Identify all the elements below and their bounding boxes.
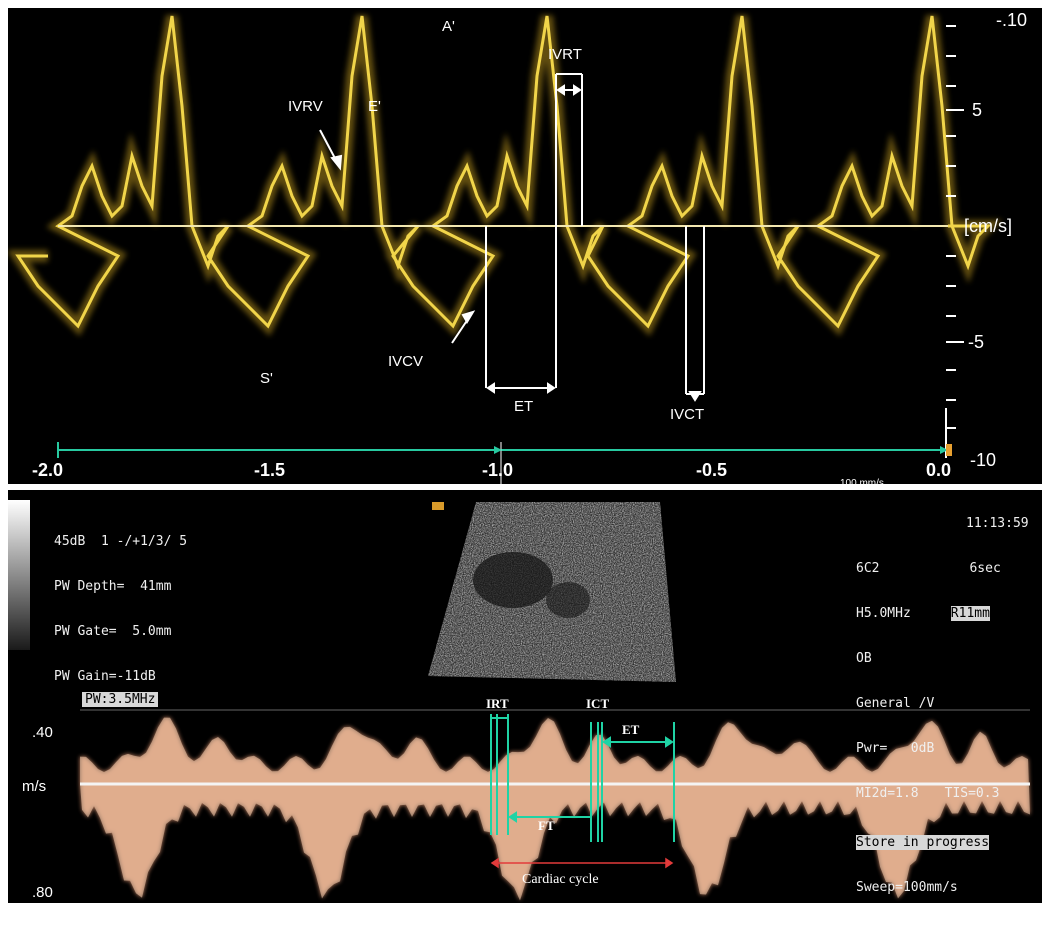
time-tick-1: -1.5: [254, 460, 285, 481]
scale-unit-label: [cm/s]: [964, 216, 1012, 237]
preset-ob: OB: [856, 651, 1029, 666]
e-prime-label: E': [368, 98, 381, 115]
scale-bottom-label: -10: [970, 450, 996, 471]
sweep-speed: Sweep=100mm/s: [856, 880, 1029, 895]
pw-gain: PW Gain=-11dB: [54, 669, 187, 684]
store-status: Store in progress: [856, 835, 989, 850]
time-tick-0: -2.0: [32, 460, 63, 481]
probe-row: 6C2 6sec: [856, 561, 1029, 576]
irt-label: IRT: [486, 696, 509, 712]
velocity-scale-top: .40: [32, 724, 53, 741]
velocity-scale-bottom: .80: [32, 884, 53, 901]
time-tick-4: 0.0: [926, 460, 951, 481]
a-prime-label: A': [442, 18, 455, 35]
range: R11mm: [951, 606, 990, 621]
pw-gate: PW Gate= 5.0mm: [54, 624, 187, 639]
et-marker: [486, 226, 556, 392]
scale-plus5-label: 5: [972, 100, 982, 121]
clock: 11:13:59: [856, 516, 1029, 531]
power: Pwr= 0dB: [856, 741, 1029, 756]
et-label: ET: [514, 398, 533, 415]
preset-general: General /V: [856, 696, 1029, 711]
grayscale-bar: [8, 500, 30, 650]
probe: 6C2: [856, 561, 879, 576]
b-mode-image: [418, 498, 688, 688]
scale-minus5-label: -5: [968, 332, 984, 353]
mi-index: MI2d=1.8: [856, 786, 919, 801]
system-settings: 11:13:59 6C2 6sec H5.0MHz R11mm OB General…: [856, 486, 1029, 925]
echo-doppler-figure: A' IVRT IVRV E' S' IVCV ET IVCT -.10 5 […: [0, 0, 1042, 903]
et-interval-label: ET: [622, 722, 639, 738]
acquisition-settings: 45dB 1 -/+1/3/ 5 PW Depth= 41mm PW Gate=…: [54, 504, 187, 714]
mi-row: MI2d=1.8 TIS=0.3: [856, 786, 1029, 801]
sweep-seconds: 6sec: [879, 561, 1000, 576]
pw-frequency-label: PW:3.5MHz: [82, 692, 158, 707]
tis-index: TIS=0.3: [919, 786, 1000, 801]
tissue-velocity-trace: [18, 16, 988, 326]
pw-depth: PW Depth= 41mm: [54, 579, 187, 594]
settings-line-1: 45dB 1 -/+1/3/ 5: [54, 534, 187, 549]
spectral-doppler-panel: 45dB 1 -/+1/3/ 5 PW Depth= 41mm PW Gate=…: [8, 490, 1042, 903]
ivrv-label: IVRV: [288, 98, 323, 115]
frequency: H5.0MHz: [856, 606, 911, 621]
tissue-doppler-panel: A' IVRT IVRV E' S' IVCV ET IVCT -.10 5 […: [8, 8, 1042, 484]
time-tick-2: -1.0: [482, 460, 513, 481]
ict-label: ICT: [586, 696, 609, 712]
ivcv-label: IVCV: [388, 353, 423, 370]
velocity-scale-unit: m/s: [22, 778, 46, 795]
cardiac-cycle-label: Cardiac cycle: [522, 872, 599, 888]
ivct-label: IVCT: [670, 406, 704, 423]
freq-row: H5.0MHz R11mm: [856, 606, 1029, 621]
ivrt-label: IVRT: [548, 46, 582, 63]
s-prime-label: S': [260, 370, 273, 387]
scale-top-label: -.10: [996, 10, 1027, 31]
ft-label: FT: [538, 818, 555, 834]
time-tick-3: -0.5: [696, 460, 727, 481]
